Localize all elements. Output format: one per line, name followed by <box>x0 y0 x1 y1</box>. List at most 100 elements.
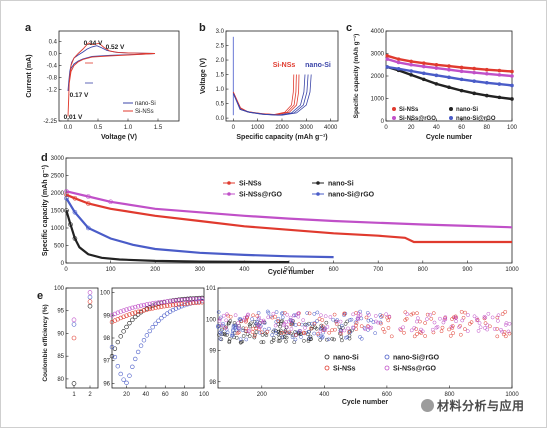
panel-c-point-Si-NSs@rGO <box>447 67 451 72</box>
panel-d-x-tick-label: 600 <box>329 267 340 273</box>
panel-e3-point <box>459 309 464 314</box>
panel-c-xlabel: Cycle number <box>426 134 473 141</box>
panel-d-band-nano-Si <box>65 210 290 264</box>
panel-e3-point <box>292 313 297 318</box>
panel-e2-point <box>124 324 129 330</box>
panel-e2-point <box>185 297 190 302</box>
panel-e3-point <box>403 310 408 315</box>
panel-e3-point <box>241 334 246 338</box>
panel-e3-point <box>334 319 339 324</box>
panel-e3-point <box>287 330 292 335</box>
panel-e3-point <box>379 315 383 319</box>
panel-e3-point <box>354 321 359 325</box>
panel-c-point-Si-NSs <box>510 69 514 74</box>
panel-c-point-nano-Si@rGO <box>497 82 502 86</box>
panel-e-legend-marker <box>384 365 390 371</box>
panel-e3-point <box>443 317 448 322</box>
panel-d-x-tick-label: 100 <box>106 267 117 273</box>
panel-e3-point <box>265 309 270 314</box>
panel-e3-point <box>258 325 262 330</box>
panel-d-y-tick-label: 1500 <box>51 209 65 215</box>
panel-e3-point <box>219 323 224 328</box>
panel-e3-point <box>312 312 317 316</box>
panel-e3-point <box>504 321 509 325</box>
panel-e3-point <box>299 335 303 339</box>
panel-e3-point <box>259 319 263 323</box>
panel-e3-point <box>366 324 370 328</box>
panel-e3-point <box>227 339 232 344</box>
panel-e3-point <box>325 325 330 329</box>
panel-b-series-nano-Si <box>232 74 309 116</box>
panel-e3-point <box>291 333 296 338</box>
panel-e3-point <box>216 325 220 329</box>
panel-e3-point <box>319 334 324 339</box>
panel-e2-point <box>150 301 155 306</box>
panel-e3-point <box>251 313 255 318</box>
panel-e3-point <box>226 321 231 326</box>
panel-e3-point <box>235 331 240 336</box>
panel-d-legend-marker <box>316 192 320 196</box>
panel-e3-point <box>250 317 254 321</box>
panel-e3-point <box>231 329 235 333</box>
panel-d-y-tick-label: 500 <box>54 244 65 250</box>
panel-e3-y-tick-label: 99 <box>209 349 216 355</box>
panel-c-x-tick-label: 40 <box>433 125 440 131</box>
panel-e-legend-label: Si-NSs@rGO <box>393 366 437 373</box>
panel-e3-point <box>218 337 223 341</box>
panel-e-frame-3 <box>217 287 513 389</box>
panel-e2-point <box>138 343 144 348</box>
panel-a-x-tick-label: 1.5 <box>154 125 163 131</box>
panel-e3-point <box>315 319 319 323</box>
panel-e3-point <box>335 318 340 322</box>
panel-e3-point <box>283 330 288 334</box>
panel-e2-point <box>167 303 173 308</box>
panel-d-band-Si-NSs@rGO <box>66 190 513 229</box>
panel-e2-point <box>159 304 164 309</box>
panel-e-legend-label: nano-Si <box>333 355 359 362</box>
panel-e3-point <box>290 318 295 323</box>
panel-e3-point <box>302 338 306 343</box>
panel-e3-point <box>259 340 264 345</box>
panel-e3-point <box>310 321 314 326</box>
panel-c-point-nano-Si <box>447 85 451 90</box>
panel-e3-point <box>502 332 506 337</box>
panel-e1-x-tick-label: 2 <box>88 392 92 398</box>
panel-c-point-nano-Si@rGO <box>484 80 489 85</box>
panel-e1-y-tick-label: 85 <box>57 354 64 360</box>
panel-e3-point <box>285 312 290 317</box>
panel-e2-point <box>124 313 129 318</box>
panel-e3-point <box>423 321 427 325</box>
panel-e2-point <box>115 310 121 315</box>
panel-e3-point <box>398 327 402 331</box>
panel-e2-point <box>165 299 170 304</box>
panel-c-point-Si-NSs <box>396 57 401 61</box>
panel-e2-y-tick-label: 98 <box>103 336 110 342</box>
panel-e2-point <box>109 353 115 359</box>
panel-e3-point <box>485 323 490 328</box>
panel-e3-x-tick-label: 600 <box>382 392 393 398</box>
panel-e3-point <box>316 333 321 338</box>
panel-e2-point <box>135 304 141 309</box>
panel-c-point-nano-Si <box>497 95 502 100</box>
panel-d-point-Si-NSs <box>72 195 78 201</box>
panel-e3-point <box>221 313 226 318</box>
panel-b-y-tick-label: 0.0 <box>216 116 225 122</box>
panel-e3-point <box>430 327 435 332</box>
panel-e3-point <box>279 311 284 316</box>
panel-b-label-nanosi: nano-Si <box>305 62 331 69</box>
panel-e3-point <box>495 326 499 331</box>
panel-e3-point <box>483 321 488 326</box>
panel-e2-point <box>115 364 121 369</box>
panel-c-point-Si-NSs <box>409 59 414 64</box>
panel-e2-point <box>127 312 132 317</box>
panel-e3-point <box>477 321 482 325</box>
panel-b-letter: b <box>199 22 206 34</box>
panel-c-point-nano-Si@rGO <box>409 69 414 73</box>
panel-e2-point <box>141 338 147 343</box>
panel-c-x-tick-label: 100 <box>507 125 518 131</box>
panel-e3-point <box>238 317 243 322</box>
panel-e2-point <box>179 297 184 303</box>
panel-e3-point <box>261 340 266 344</box>
panel-e3-point <box>465 329 470 334</box>
panel-e3-point <box>434 325 439 330</box>
